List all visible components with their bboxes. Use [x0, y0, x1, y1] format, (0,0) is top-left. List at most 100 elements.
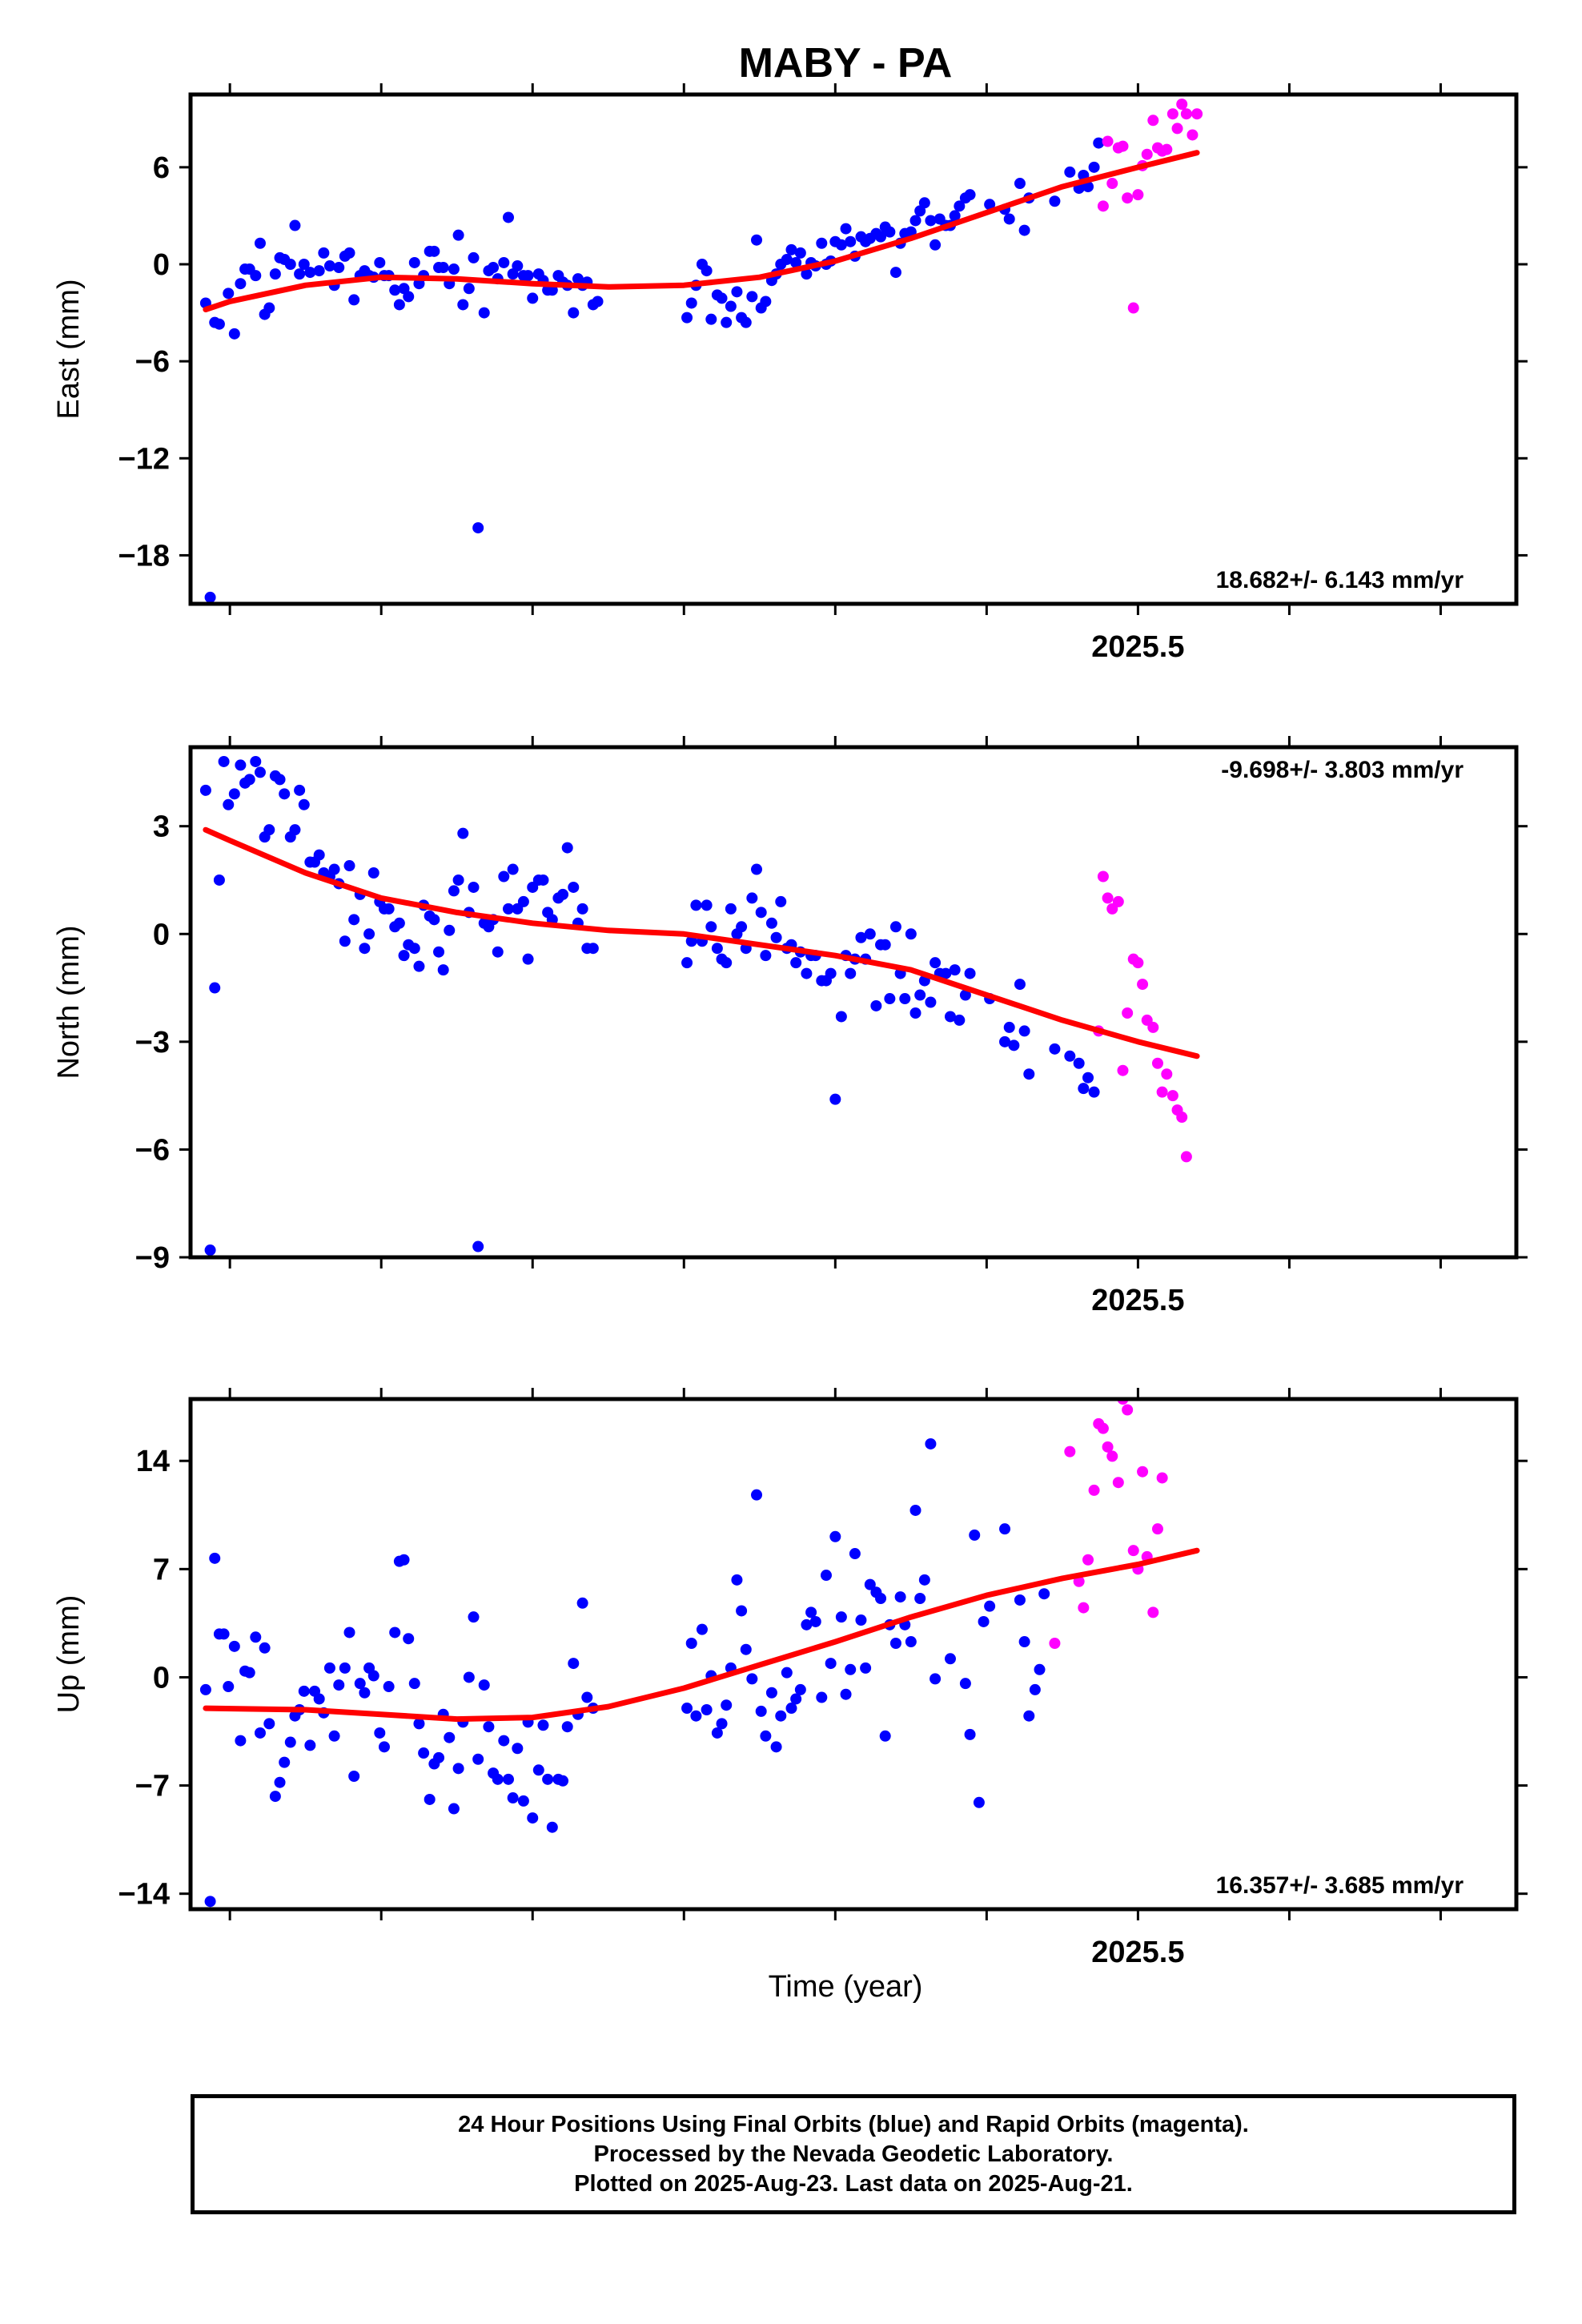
up-final-point [765, 1687, 777, 1699]
up-final-point [433, 1751, 445, 1763]
up-final-point [263, 1718, 275, 1730]
north-final-point [884, 993, 896, 1005]
east-final-point [408, 256, 420, 268]
east-final-point [1064, 166, 1076, 178]
up-final-point [964, 1728, 976, 1740]
east-final-point [785, 243, 797, 255]
east-final-point [840, 223, 852, 235]
north-final-point [428, 914, 440, 926]
up-final-point [304, 1739, 316, 1751]
up-final-point [235, 1735, 247, 1747]
north-final-point [522, 953, 534, 965]
up-final-point [343, 1626, 355, 1638]
north-final-point [587, 943, 599, 955]
up-rapid-point [1151, 1523, 1163, 1535]
up-final-point [576, 1597, 588, 1609]
east-final-point [568, 307, 580, 319]
north-final-point [472, 1240, 484, 1252]
east-ytick-label: −18 [118, 539, 170, 573]
up-final-point [468, 1611, 480, 1623]
east-final-point [228, 328, 240, 340]
north-final-point [228, 788, 240, 800]
up-final-point [223, 1681, 235, 1693]
north-final-point [492, 946, 504, 958]
east-final-point [984, 199, 996, 211]
up-panel: 14 7 0 −7 −14 2025.5 Up (mm) 16.357+/- 3.685 mm… [52, 1388, 1528, 1969]
up-final-point [825, 1658, 837, 1670]
east-final-point [801, 268, 813, 280]
east-rapid-point [1171, 123, 1183, 135]
up-final-point [889, 1637, 901, 1649]
x-axis-label: Time (year) [769, 1970, 923, 2004]
north-final-point [289, 824, 301, 836]
east-final-point [389, 284, 401, 296]
up-final-point [716, 1718, 728, 1730]
up-final-point [279, 1756, 291, 1768]
east-final-point [498, 256, 510, 268]
east-final-point [925, 215, 937, 227]
north-final-point [870, 999, 882, 1011]
north-rapid-point [1176, 1112, 1188, 1124]
up-final-point [816, 1691, 828, 1703]
up-rapid-point [1088, 1484, 1100, 1496]
east-final-point [845, 235, 857, 247]
north-final-point [452, 874, 464, 886]
north-final-point [685, 935, 697, 947]
north-final-point [223, 798, 235, 810]
up-final-point [835, 1611, 847, 1623]
up-final-point [1018, 1636, 1030, 1648]
up-final-point [537, 1719, 549, 1731]
north-final-point [468, 881, 480, 893]
north-final-point [930, 957, 942, 969]
up-final-point [711, 1727, 723, 1739]
east-rate-label: 18.682+/- 6.143 mm/yr [1216, 567, 1464, 593]
north-rapid-point [1180, 1151, 1192, 1163]
up-final-point [328, 1730, 340, 1742]
up-final-point [905, 1636, 917, 1648]
north-final-point [328, 863, 340, 875]
east-rapid-point [1102, 135, 1114, 147]
up-final-point [298, 1685, 310, 1697]
up-final-point [1038, 1588, 1050, 1600]
up-final-point [829, 1530, 841, 1542]
east-rapid-point [1161, 143, 1173, 155]
up-final-point [746, 1673, 758, 1685]
north-panel: 3 0 −3 −6 −9 2025.5 North (mm) -9.698+/- 3.803 … [52, 736, 1528, 1317]
east-final-point [1018, 224, 1030, 236]
east-final-point [343, 247, 355, 259]
up-final-point [1029, 1683, 1041, 1695]
north-final-point [398, 950, 410, 962]
east-rapid-point [1117, 140, 1129, 152]
east-final-point [1082, 181, 1094, 193]
up-final-point [448, 1803, 460, 1815]
north-rapid-point [1132, 957, 1144, 969]
up-final-point [383, 1681, 395, 1693]
east-final-point [289, 219, 301, 231]
north-final-point [909, 1007, 921, 1019]
up-final-point [845, 1663, 857, 1675]
east-final-point [318, 247, 330, 259]
north-final-point [199, 784, 211, 796]
north-final-point [925, 996, 937, 1008]
north-final-point [209, 982, 221, 994]
east-final-point [592, 296, 604, 308]
north-rate-label: -9.698+/- 3.803 mm/yr [1221, 757, 1464, 783]
east-rapid-point [1191, 108, 1203, 120]
north-ytick-label: −6 [135, 1133, 170, 1167]
east-rapid-point [1097, 200, 1109, 212]
east-final-point [740, 316, 752, 328]
up-rapid-point [1127, 1545, 1139, 1557]
up-final-point [561, 1721, 573, 1733]
north-rapid-point [1117, 1064, 1129, 1076]
north-final-point [999, 1035, 1011, 1047]
footnote-line-2: Processed by the Nevada Geodetic Laborat… [593, 2141, 1114, 2167]
up-final-point [542, 1773, 554, 1785]
north-final-point [964, 967, 976, 979]
north-rapid-point [1156, 1086, 1168, 1098]
up-final-point [209, 1552, 221, 1564]
east-final-point [250, 270, 262, 282]
north-final-point [959, 989, 971, 1001]
east-final-point [1049, 195, 1061, 207]
east-panel: 6 0 −6 −12 −18 2025.5 East (mm) 18.682+/- 6.143… [52, 83, 1528, 664]
north-final-point [845, 967, 857, 979]
